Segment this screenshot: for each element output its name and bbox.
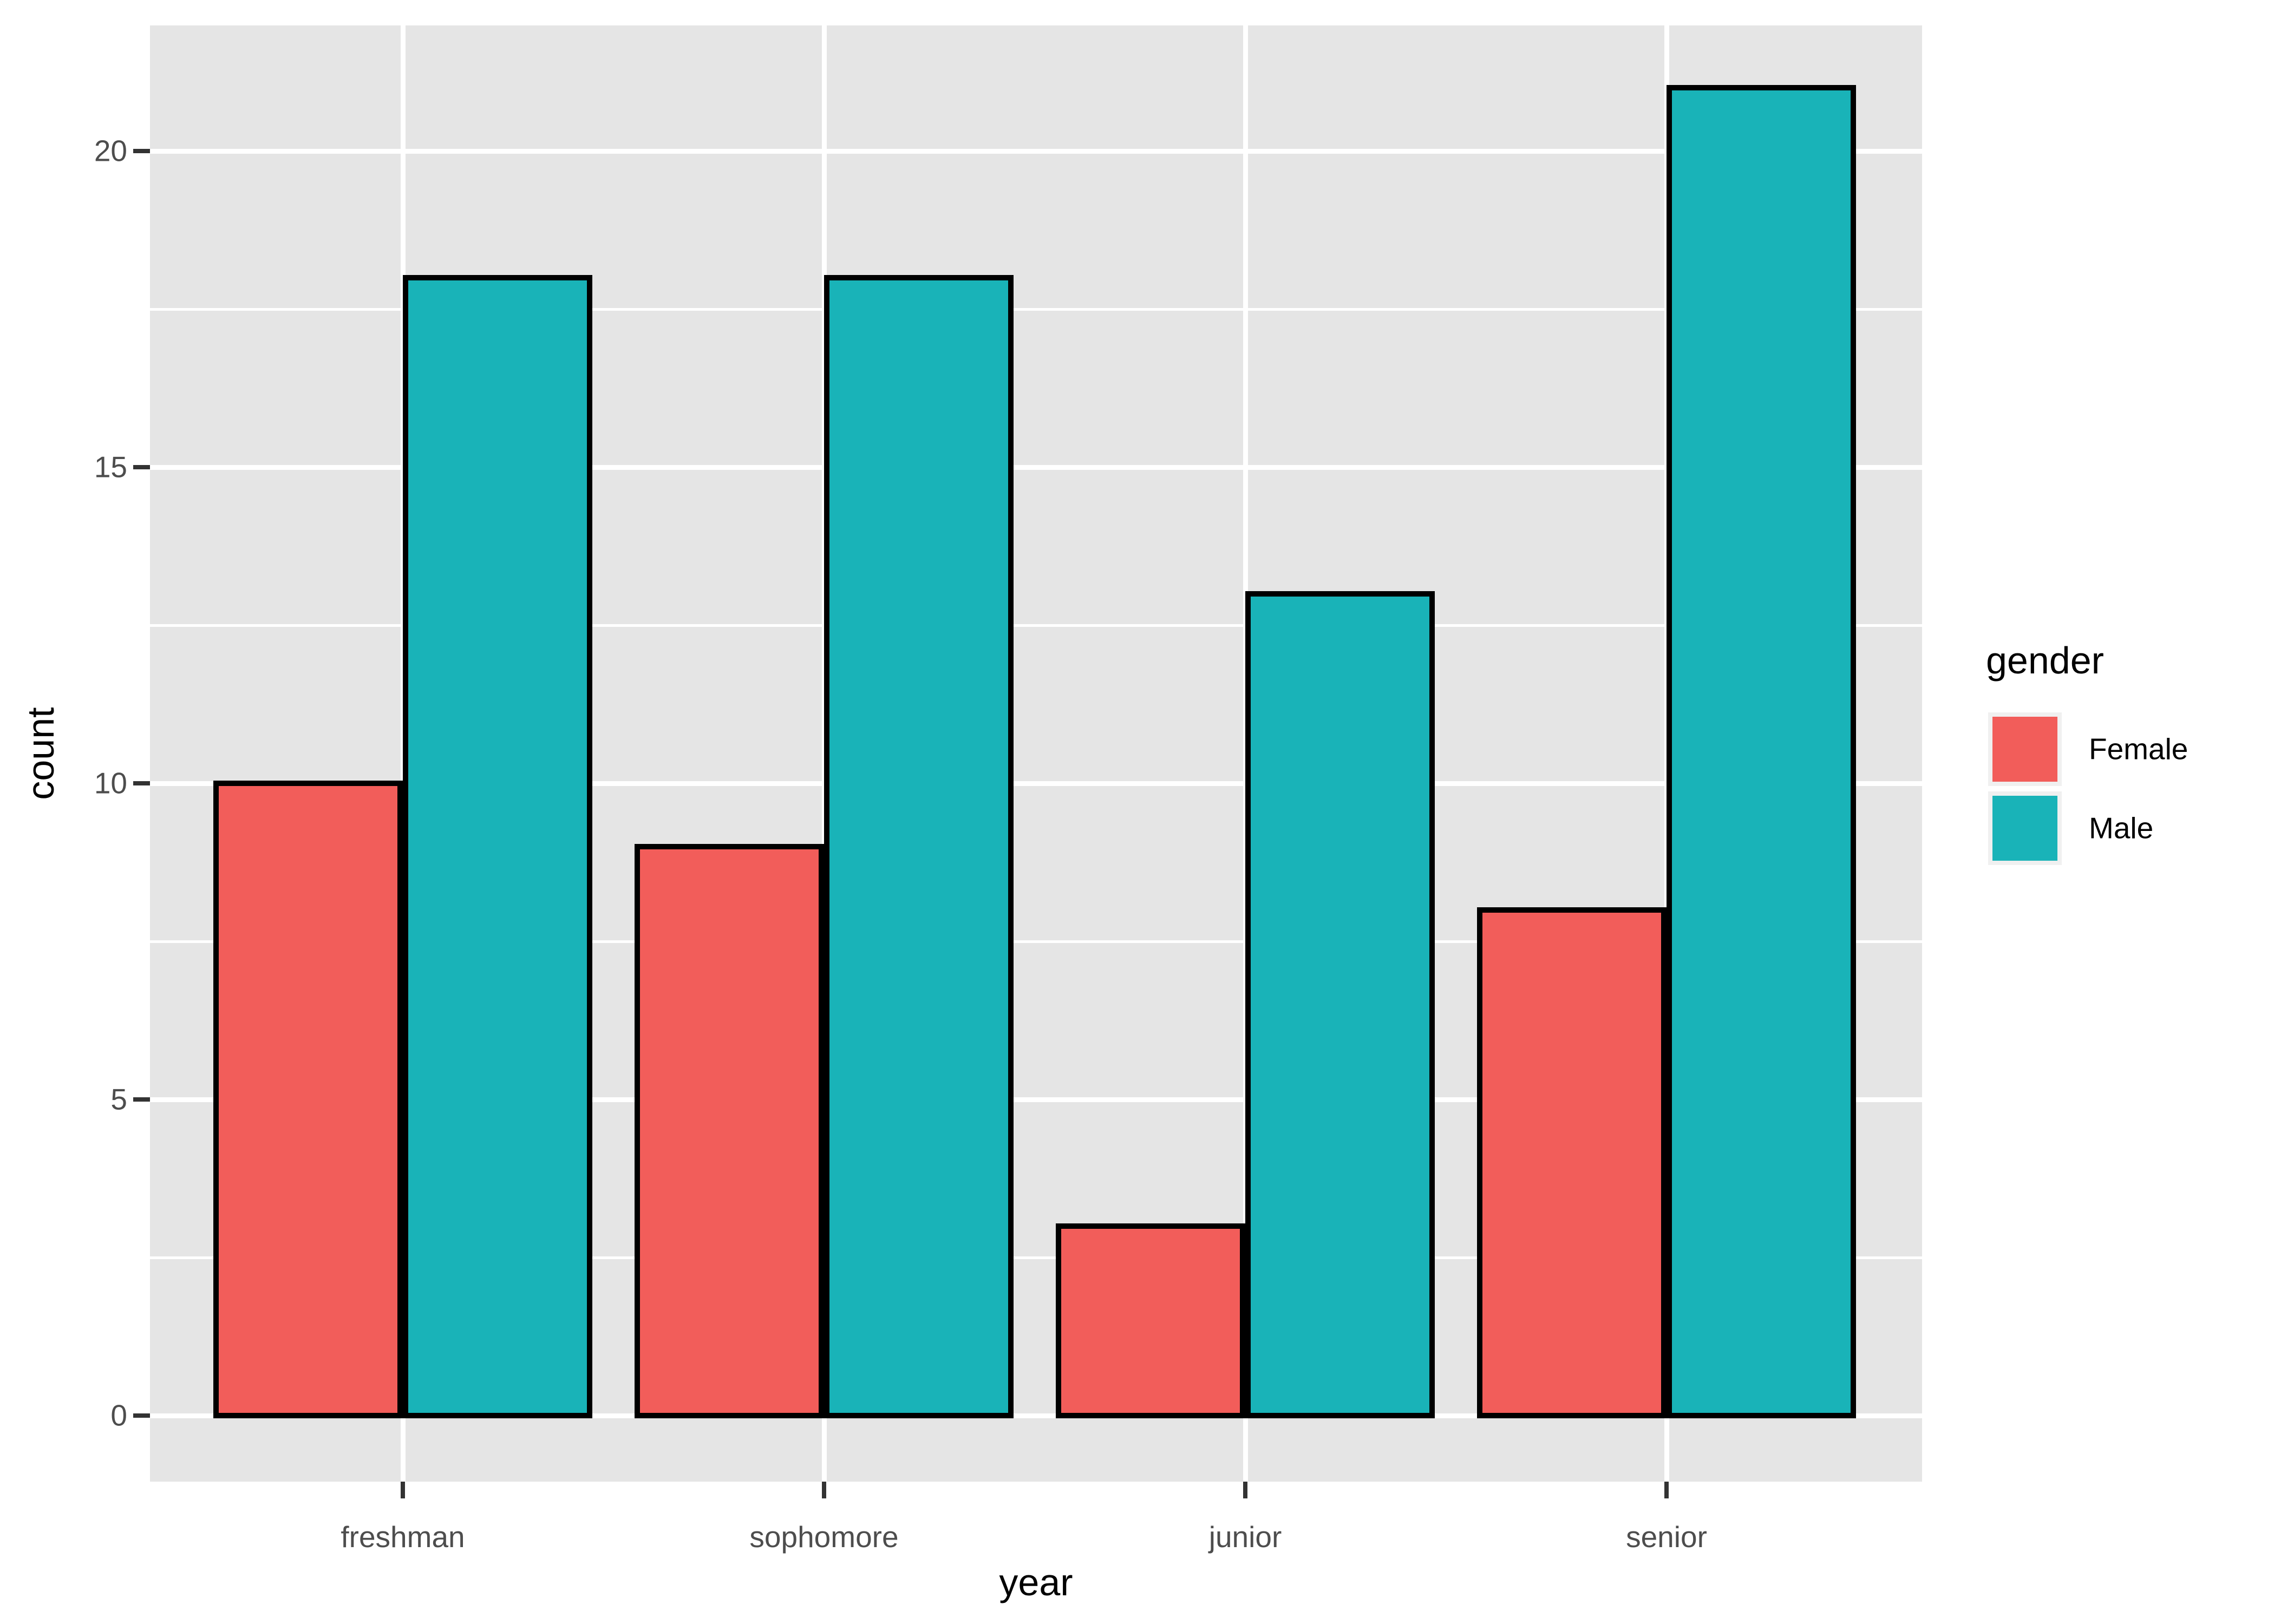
grid-minor-y-17.5 <box>150 307 1922 311</box>
y-tick-label-15: 15 <box>94 450 127 484</box>
bar-sophomore-male <box>824 274 1014 1418</box>
x-tick-label-freshman: freshman <box>341 1520 465 1554</box>
y-tick-20 <box>133 149 150 153</box>
grid-major-y-5 <box>150 1097 1922 1102</box>
y-tick-label-20: 20 <box>94 134 127 168</box>
legend-swatch-male <box>1992 796 2057 861</box>
grid-minor-y-12.5 <box>150 624 1922 627</box>
y-tick-label-0: 0 <box>110 1398 127 1432</box>
grid-major-y-10 <box>150 781 1922 786</box>
legend-title: gender <box>1986 639 2104 682</box>
bar-freshman-female <box>213 781 403 1418</box>
legend-key-male <box>1988 791 2062 865</box>
y-tick-5 <box>133 1097 150 1102</box>
bar-freshman-male <box>403 274 592 1418</box>
x-tick-label-junior: junior <box>1208 1520 1282 1554</box>
x-tick-label-sophomore: sophomore <box>749 1520 899 1554</box>
grid-minor-y-7.5 <box>150 940 1922 943</box>
legend-swatch-female <box>1992 717 2057 782</box>
x-axis-title: year <box>999 1561 1073 1603</box>
grid-major-y-15 <box>150 464 1922 470</box>
x-tick-label-senior: senior <box>1626 1520 1707 1554</box>
y-axis-title: count <box>19 707 62 800</box>
x-tick-freshman <box>401 1482 405 1498</box>
bar-junior-male <box>1245 591 1435 1418</box>
legend-key-female <box>1988 712 2062 786</box>
y-tick-label-5: 5 <box>110 1082 127 1116</box>
bar-senior-female <box>1477 907 1667 1418</box>
bar-senior-male <box>1667 85 1856 1418</box>
legend-label-male: Male <box>2089 811 2154 845</box>
grid-major-y-20 <box>150 148 1922 154</box>
legend-label-female: Female <box>2089 732 2188 766</box>
bar-sophomore-female <box>635 843 824 1418</box>
x-tick-junior <box>1243 1482 1247 1498</box>
x-tick-senior <box>1664 1482 1669 1498</box>
bar-junior-female <box>1056 1223 1245 1418</box>
grid-minor-y-2.5 <box>150 1256 1922 1259</box>
y-tick-10 <box>133 781 150 785</box>
grid-major-y-0 <box>150 1413 1922 1418</box>
y-tick-0 <box>133 1413 150 1418</box>
y-tick-15 <box>133 465 150 469</box>
y-tick-label-10: 10 <box>94 766 127 800</box>
x-tick-sophomore <box>822 1482 826 1498</box>
